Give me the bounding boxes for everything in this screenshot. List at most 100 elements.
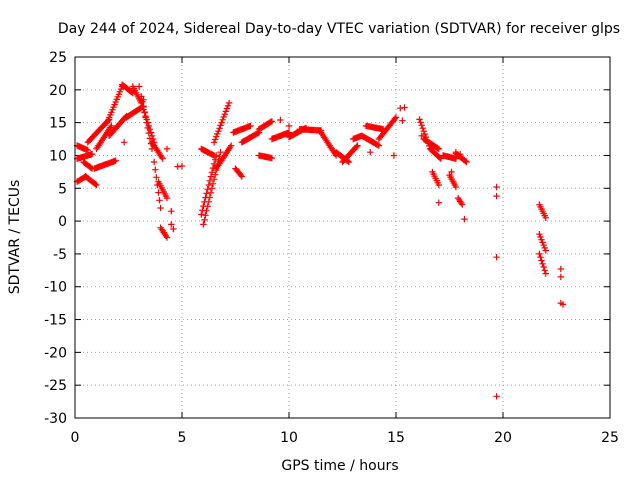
- data-point: [237, 171, 244, 179]
- data-point: [144, 119, 151, 126]
- data-point: [205, 198, 212, 205]
- data-point: [397, 105, 404, 112]
- chart-title: Day 244 of 2024, Sidereal Day-to-day VTE…: [58, 21, 620, 37]
- data-point: [217, 122, 224, 129]
- data-point: [367, 149, 374, 156]
- data-point: [143, 116, 150, 123]
- data-point: [354, 142, 361, 149]
- data-point: [420, 128, 427, 135]
- data-point: [168, 221, 175, 228]
- y-tick-label: -5: [53, 247, 67, 263]
- y-tick-label: -30: [44, 411, 67, 427]
- data-point: [353, 143, 360, 150]
- data-point: [204, 186, 211, 193]
- data-point: [536, 231, 543, 238]
- data-point: [392, 114, 400, 121]
- data-point: [146, 126, 154, 133]
- data-point: [157, 204, 164, 212]
- data-point: [459, 201, 466, 208]
- data-point: [399, 117, 406, 124]
- data-point: [228, 142, 235, 149]
- y-tick-label: -20: [44, 345, 67, 361]
- data-point: [542, 270, 549, 277]
- data-point: [416, 116, 423, 123]
- x-tick-label: 25: [601, 430, 619, 446]
- data-point: [152, 166, 159, 173]
- data-point: [210, 139, 218, 146]
- data-point: [463, 158, 470, 166]
- data-point: [151, 158, 158, 166]
- data-point: [457, 150, 464, 158]
- data-point: [222, 108, 230, 115]
- data-point: [223, 105, 231, 112]
- data-point: [401, 104, 408, 111]
- data-point: [538, 257, 545, 264]
- data-point: [163, 234, 171, 241]
- data-point: [537, 254, 544, 261]
- data-point: [138, 93, 145, 100]
- data-point: [88, 150, 96, 158]
- data-point: [238, 173, 246, 180]
- data-point: [285, 122, 293, 130]
- data-point: [247, 122, 254, 130]
- data-point: [136, 83, 143, 90]
- data-point: [178, 162, 186, 170]
- data-point: [542, 247, 549, 254]
- data-point: [493, 254, 500, 261]
- data-point: [212, 136, 219, 143]
- y-tick-label: 20: [49, 83, 67, 99]
- data-point: [147, 129, 155, 136]
- data-point: [163, 145, 171, 153]
- data-point: [213, 152, 220, 159]
- data-point: [224, 102, 232, 109]
- data-point: [267, 118, 274, 126]
- data-point: [448, 168, 455, 176]
- x-axis-title: GPS time / hours: [281, 458, 398, 474]
- data-point: [168, 208, 175, 215]
- data-point: [217, 149, 224, 156]
- data-point: [219, 116, 226, 123]
- data-point: [493, 183, 500, 191]
- data-point: [205, 181, 212, 189]
- data-point: [159, 155, 166, 162]
- data-point: [200, 221, 207, 228]
- data-point: [202, 212, 209, 219]
- data-point: [170, 225, 177, 233]
- y-tick-label: 5: [58, 181, 67, 197]
- data-point: [225, 99, 233, 107]
- data-point: [92, 180, 99, 188]
- data-point: [345, 158, 353, 166]
- data-point: [163, 194, 171, 202]
- x-tick-label: 20: [494, 430, 512, 446]
- data-point: [207, 189, 215, 196]
- data-point: [212, 171, 219, 178]
- data-point: [209, 180, 217, 187]
- data-point: [536, 250, 543, 258]
- plot-frame: [74, 56, 611, 419]
- y-tick-labels: -30 -25 -20 -15 -10 -5 0 5 10 15 20 25: [44, 50, 67, 427]
- axis-ticks: [74, 56, 611, 419]
- data-point: [203, 207, 210, 214]
- data-point: [216, 125, 223, 132]
- data-point: [419, 125, 426, 132]
- data-point: [435, 181, 442, 189]
- y-axis-title: SDTVAR / TECUs: [7, 180, 23, 295]
- data-point: [208, 185, 216, 192]
- data-point: [141, 109, 148, 116]
- data-point: [559, 301, 567, 308]
- y-tick-label: -10: [44, 280, 67, 296]
- data-point: [198, 211, 205, 218]
- y-tick-label: 0: [58, 214, 67, 230]
- data-point: [434, 145, 441, 152]
- x-tick-label: 15: [387, 430, 405, 446]
- data-point: [221, 111, 228, 118]
- data-point: [93, 181, 100, 189]
- data-point: [268, 154, 276, 162]
- data-point: [268, 118, 276, 125]
- data-point: [493, 192, 500, 200]
- x-tick-label: 0: [71, 430, 80, 446]
- y-tick-label: -25: [44, 378, 67, 394]
- data-point: [121, 139, 128, 146]
- data-point: [557, 265, 564, 273]
- data-point: [462, 158, 469, 165]
